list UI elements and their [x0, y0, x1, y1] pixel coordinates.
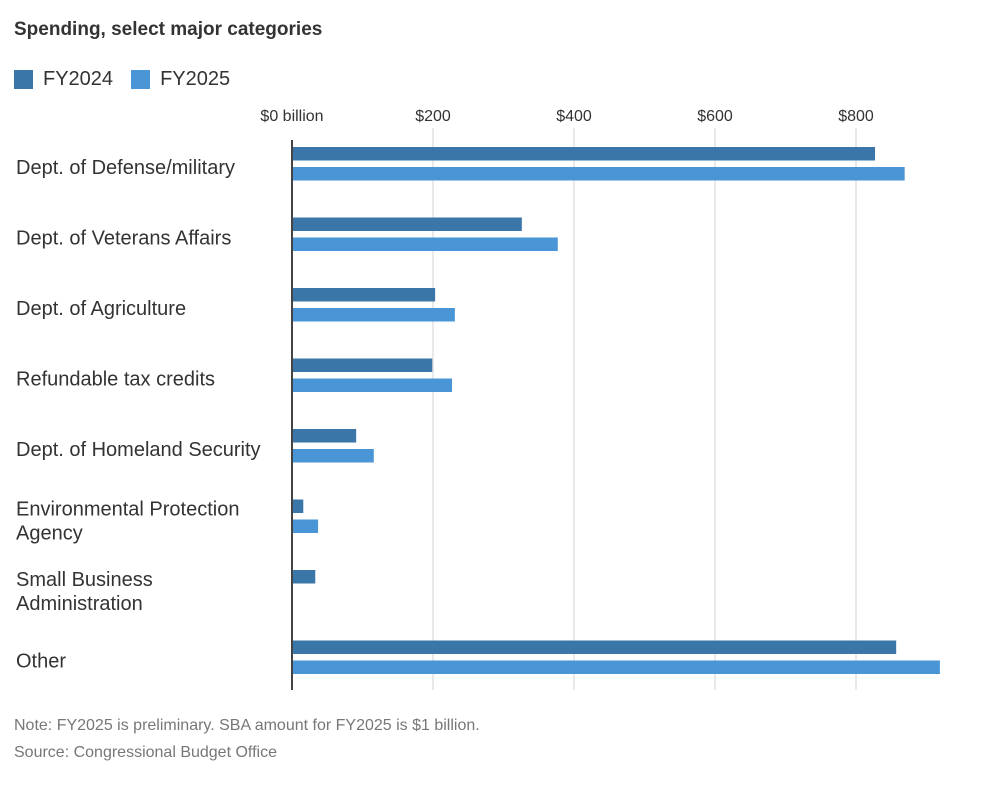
bar-fy2025 — [292, 237, 558, 251]
category-label: Dept. of Defense/military — [16, 157, 235, 179]
category-label: Small Business — [16, 569, 153, 591]
legend-swatch — [14, 70, 33, 89]
tick-label: $200 — [415, 108, 451, 125]
bar-fy2024 — [292, 499, 304, 513]
bar-fy2025 — [292, 449, 374, 463]
bar-fy2025 — [292, 308, 455, 322]
category-label: Dept. of Agriculture — [16, 298, 186, 320]
bar-fy2024 — [292, 288, 436, 302]
category-label: Agency — [16, 523, 83, 545]
bar-fy2024 — [292, 358, 433, 372]
bar-fy2024 — [292, 570, 316, 584]
bar-fy2024 — [292, 147, 876, 161]
legend: FY2024 FY2025 — [14, 68, 230, 91]
bar-fy2025 — [292, 660, 940, 674]
chart-note: Note: FY2025 is preliminary. SBA amount … — [14, 717, 480, 734]
category-label: Dept. of Homeland Security — [16, 439, 261, 461]
legend-item-fy2024: FY2024 — [14, 68, 113, 91]
category-label: Administration — [16, 593, 143, 615]
tick-label: $800 — [838, 108, 874, 125]
legend-item-fy2025: FY2025 — [131, 68, 230, 91]
legend-label: FY2024 — [43, 68, 114, 90]
bar-fy2024 — [292, 429, 357, 443]
bar-fy2025 — [292, 378, 453, 392]
category-label: Other — [16, 651, 66, 673]
legend-label: FY2025 — [160, 68, 231, 90]
bar-fy2025 — [292, 519, 319, 533]
bar-fy2024 — [292, 217, 522, 231]
tick-label: $600 — [697, 108, 733, 125]
tick-label: $0 billion — [260, 108, 323, 125]
chart-source: Source: Congressional Budget Office — [14, 744, 277, 761]
category-label: Dept. of Veterans Affairs — [16, 228, 231, 250]
bar-fy2025 — [292, 167, 905, 181]
category-label: Environmental Protection — [16, 499, 239, 521]
legend-swatch — [131, 70, 151, 89]
category-label: Refundable tax credits — [16, 369, 215, 391]
chart-title: Spending, select major categories — [14, 19, 323, 40]
bar-fy2024 — [292, 640, 897, 654]
tick-label: $400 — [556, 108, 592, 125]
